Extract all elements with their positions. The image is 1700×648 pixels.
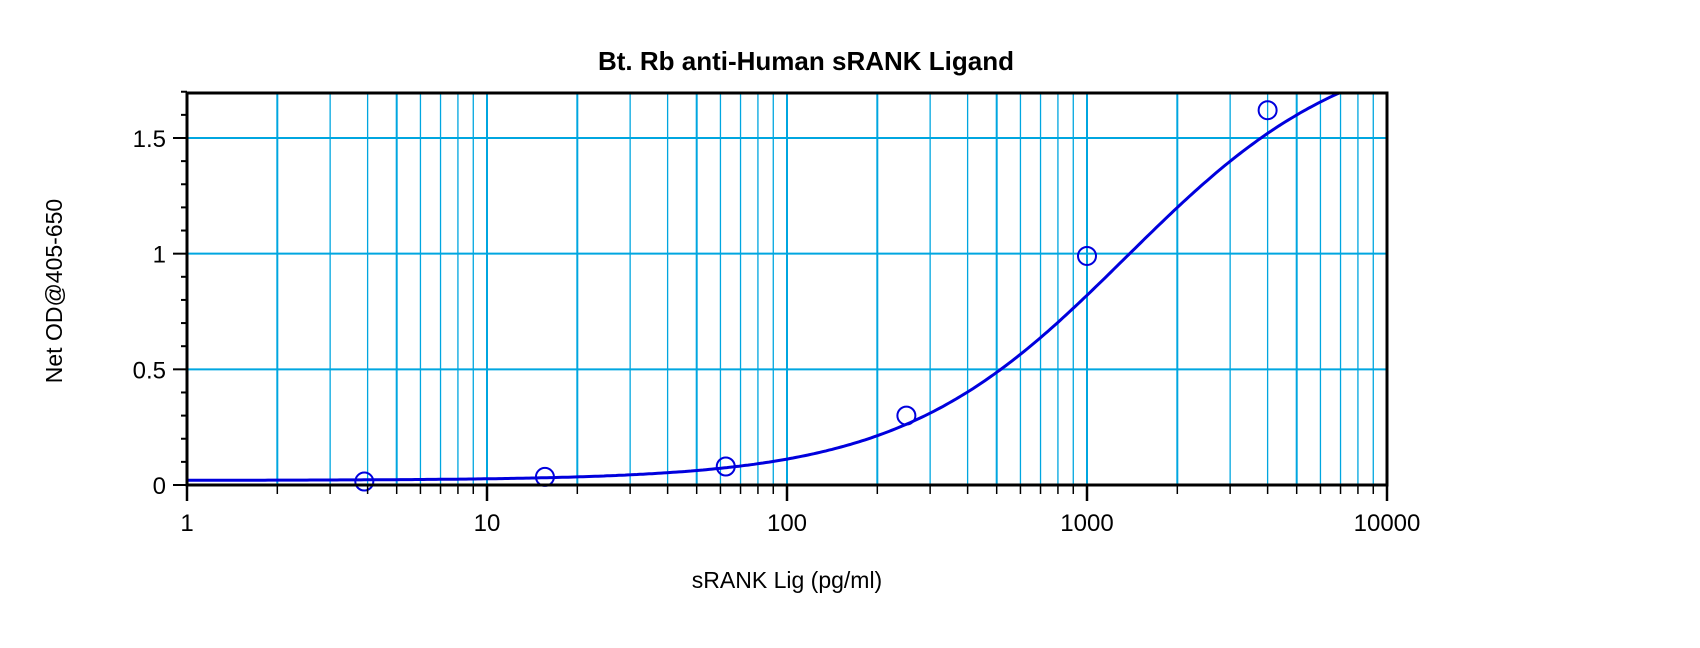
y-axis: 0 0.5 1 1.5 — [133, 90, 187, 500]
fit-curve — [187, 91, 1340, 482]
y-tick-label: 1 — [153, 242, 166, 269]
x-tick-label: 1000 — [1060, 510, 1113, 537]
grid-lines — [187, 93, 1387, 485]
data-point — [1077, 245, 1097, 266]
data-point — [354, 471, 375, 492]
x-axis-label: sRANK Lig (pg/ml) — [692, 567, 882, 593]
chart-title: Bt. Rb anti-Human sRANK Ligand — [598, 46, 1014, 76]
data-point — [715, 456, 736, 477]
y-tick-label: 0.5 — [133, 357, 166, 384]
data-point — [1257, 100, 1278, 121]
x-tick-label: 1 — [180, 510, 193, 537]
x-tick-label: 10 — [474, 510, 501, 537]
x-axis: 1 10 100 1000 10000 — [180, 485, 1420, 537]
y-tick-label: 1.5 — [133, 126, 166, 153]
data-point — [896, 405, 917, 426]
y-tick-label: 0 — [153, 473, 166, 500]
y-axis-label: Net OD@405-650 — [41, 199, 67, 383]
x-tick-label: 100 — [767, 510, 807, 537]
x-tick-label: 10000 — [1354, 510, 1421, 537]
data-points — [354, 100, 1278, 492]
